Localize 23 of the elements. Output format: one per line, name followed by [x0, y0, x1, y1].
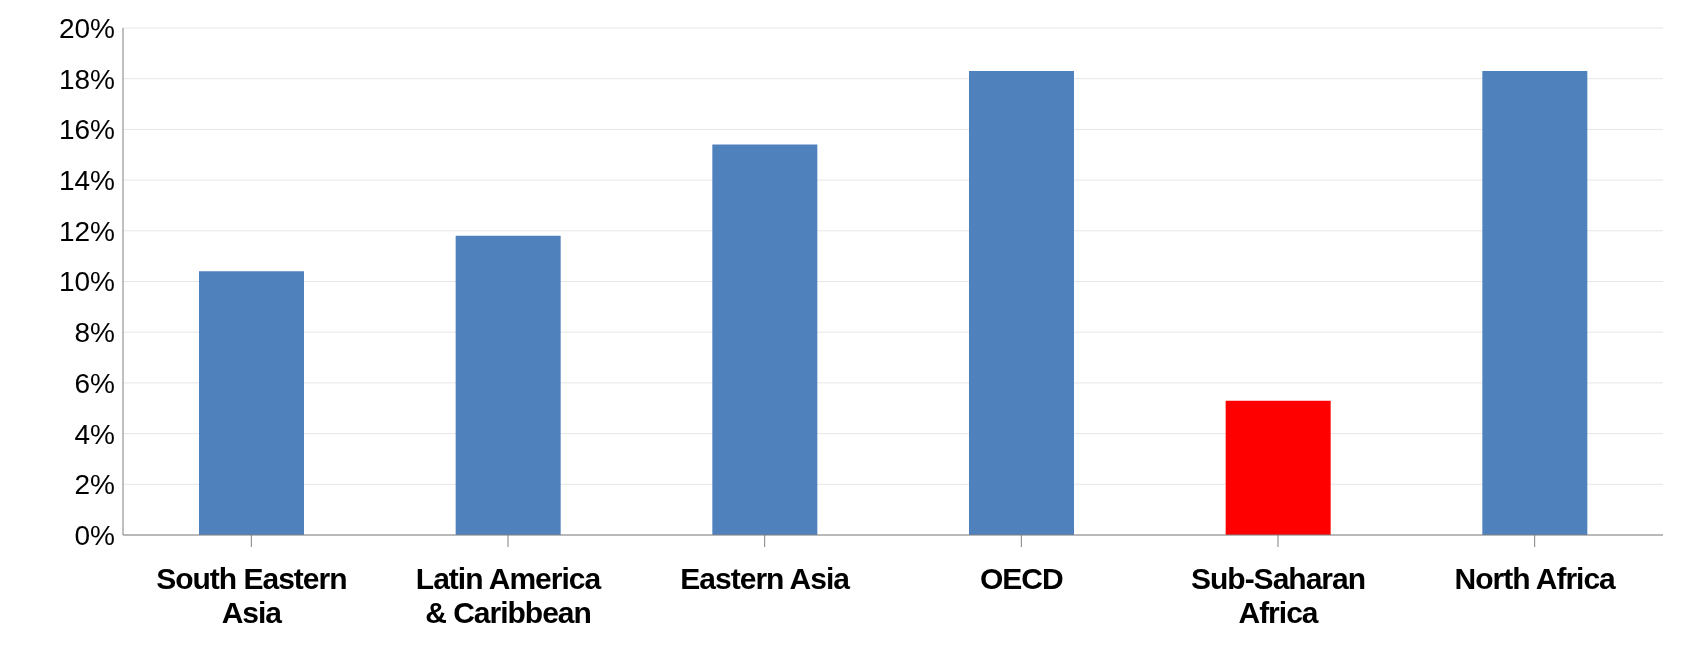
y-tick-label: 16%: [58, 114, 115, 146]
bar: [1482, 71, 1588, 535]
bar: [199, 271, 304, 535]
y-tick-label: 18%: [58, 63, 115, 95]
bar: [969, 71, 1074, 535]
bar: [1225, 400, 1331, 535]
y-tick-label: 14%: [58, 165, 115, 197]
bar: [455, 235, 561, 535]
y-tick-label: 8%: [74, 317, 115, 349]
y-tick-label: 20%: [58, 12, 115, 44]
y-tick-label: 12%: [58, 215, 115, 247]
x-tick-label: South Eastern Asia: [156, 562, 347, 629]
bar: [712, 144, 818, 535]
y-tick-label: 10%: [58, 266, 115, 298]
x-tick-label: North Africa: [1454, 562, 1617, 595]
y-tick-label: 4%: [74, 418, 115, 450]
x-tick-label: Latin America & Caribbean: [415, 562, 602, 629]
x-tick-label: Eastern Asia: [680, 562, 851, 595]
y-tick-label: 2%: [74, 469, 115, 501]
x-tick-label: OECD: [979, 562, 1063, 595]
y-tick-label: 6%: [74, 367, 115, 399]
y-tick-label: 0%: [74, 519, 115, 551]
x-tick-label: Sub-Saharan Africa: [1190, 562, 1366, 629]
